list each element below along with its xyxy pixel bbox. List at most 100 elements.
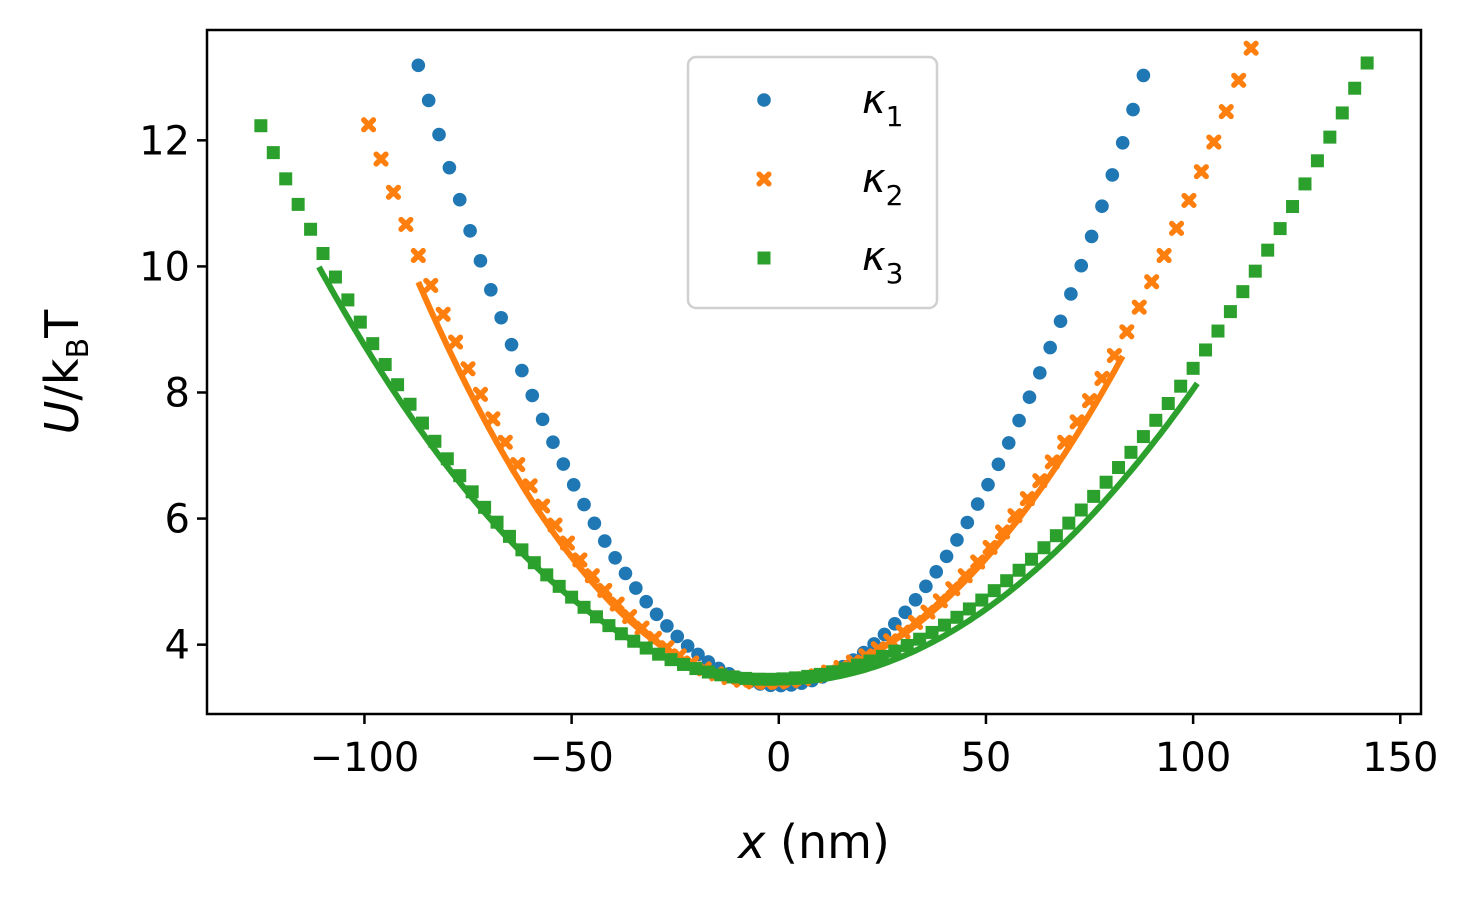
data-point: [1236, 285, 1250, 299]
data-point: [428, 434, 442, 448]
data-point: [618, 566, 633, 581]
data-point: [739, 671, 753, 685]
data-point: [465, 485, 479, 499]
data-point: [639, 594, 653, 609]
data-point: [689, 662, 703, 676]
fit-line-3: [316, 265, 1200, 686]
data-point: [577, 497, 591, 512]
data-point: [478, 500, 492, 514]
data-point: [1053, 314, 1068, 329]
data-point: [410, 247, 426, 264]
data-point: [510, 457, 526, 473]
data-point: [1248, 264, 1262, 278]
data-point: [676, 657, 690, 671]
data-point: [629, 581, 643, 595]
data-point: [1136, 68, 1151, 83]
data-point: [970, 497, 985, 511]
data-point: [1099, 475, 1113, 489]
data-point: [559, 535, 576, 551]
data-point: [1037, 541, 1051, 555]
data-point: [987, 584, 1001, 598]
data-point: [423, 277, 439, 293]
data-point: [279, 172, 293, 186]
data-point: [975, 593, 989, 607]
data-point: [1084, 229, 1099, 244]
data-point: [1025, 552, 1039, 566]
y-tick-label: 10: [139, 244, 190, 290]
data-point: [602, 619, 616, 633]
data-point: [473, 253, 488, 268]
data-point: [546, 435, 560, 450]
data-point: [1119, 324, 1135, 340]
data-point: [527, 556, 541, 570]
data-point: [1032, 473, 1048, 489]
data-point: [566, 478, 581, 492]
data-point: [938, 618, 952, 632]
data-point: [361, 117, 377, 133]
data-point: [763, 672, 777, 686]
data-point: [981, 477, 995, 492]
data-point: [1007, 508, 1023, 524]
data-point: [366, 337, 380, 351]
data-point: [670, 629, 685, 644]
data-point: [950, 533, 964, 547]
data-point: [385, 184, 402, 200]
data-point: [907, 614, 924, 630]
data-point: [875, 649, 889, 663]
legend-marker-3: [757, 251, 771, 265]
data-point: [1019, 491, 1035, 507]
data-point: [452, 192, 467, 207]
data-point: [442, 160, 457, 175]
data-point: [485, 411, 501, 427]
data-point: [547, 517, 563, 533]
data-point: [1115, 135, 1130, 150]
data-point: [1136, 430, 1150, 444]
data-point: [929, 565, 944, 579]
data-point: [1218, 104, 1234, 120]
data-point: [490, 515, 504, 529]
data-point: [957, 568, 973, 584]
data-point: [1057, 434, 1073, 450]
data-point: [1310, 154, 1324, 168]
data-point: [577, 600, 591, 614]
data-point: [1074, 503, 1088, 517]
data-point: [726, 670, 740, 684]
data-point: [614, 627, 628, 641]
data-point: [391, 378, 405, 392]
data-point: [316, 246, 330, 260]
data-point: [925, 625, 939, 639]
data-point: [373, 151, 389, 167]
data-point: [1049, 529, 1063, 543]
data-point: [701, 665, 715, 679]
x-tick-label: 0: [766, 735, 791, 781]
legend-markers: [756, 93, 772, 265]
data-point: [649, 607, 664, 622]
data-point: [304, 222, 318, 236]
data-point: [472, 386, 489, 402]
data-point: [266, 146, 280, 160]
data-point: [1273, 222, 1287, 236]
data-point: [622, 609, 638, 625]
data-point: [1043, 340, 1057, 355]
data-point: [1087, 489, 1101, 503]
data-point: [608, 550, 622, 565]
data-point: [1106, 347, 1122, 364]
data-point: [1000, 574, 1014, 588]
data-point: [572, 552, 588, 568]
data-point: [1062, 516, 1076, 530]
y-tick-label: 6: [165, 497, 190, 543]
data-point: [460, 361, 476, 377]
data-point: [432, 127, 446, 142]
legend-label-3: κ3: [862, 234, 903, 290]
y-axis: 4 6 8 10 12: [139, 118, 207, 669]
data-point: [838, 662, 852, 676]
data-point: [1105, 168, 1120, 182]
data-point: [639, 641, 653, 655]
data-point: [634, 620, 650, 636]
data-point: [328, 270, 342, 284]
data-point: [1193, 164, 1209, 180]
data-point: [1064, 287, 1078, 301]
data-point: [1131, 299, 1147, 315]
data-point: [1168, 220, 1185, 236]
